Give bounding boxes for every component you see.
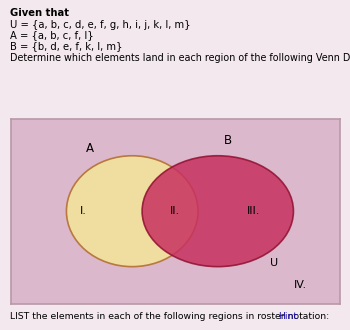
Text: B: B bbox=[224, 135, 232, 148]
Ellipse shape bbox=[142, 156, 293, 267]
Text: A = {a, b, c, f, l}: A = {a, b, c, f, l} bbox=[10, 30, 94, 40]
Text: B = {b, d, e, f, k, l, m}: B = {b, d, e, f, k, l, m} bbox=[10, 41, 123, 51]
Text: A: A bbox=[85, 142, 93, 155]
Text: I.: I. bbox=[79, 206, 86, 216]
Text: Given that: Given that bbox=[10, 8, 70, 18]
Text: III.: III. bbox=[247, 206, 261, 216]
Text: II.: II. bbox=[170, 206, 180, 216]
Text: Hint: Hint bbox=[278, 312, 297, 321]
Text: U = {a, b, c, d, e, f, g, h, i, j, k, l, m}: U = {a, b, c, d, e, f, g, h, i, j, k, l,… bbox=[10, 20, 191, 30]
Ellipse shape bbox=[66, 156, 198, 267]
Text: Determine which elements land in each region of the following Venn Diagram.: Determine which elements land in each re… bbox=[10, 53, 350, 63]
Text: IV.: IV. bbox=[293, 280, 307, 290]
Text: U: U bbox=[270, 258, 278, 268]
Text: LIST the elements in each of the following regions in roster notation:: LIST the elements in each of the followi… bbox=[10, 312, 333, 321]
